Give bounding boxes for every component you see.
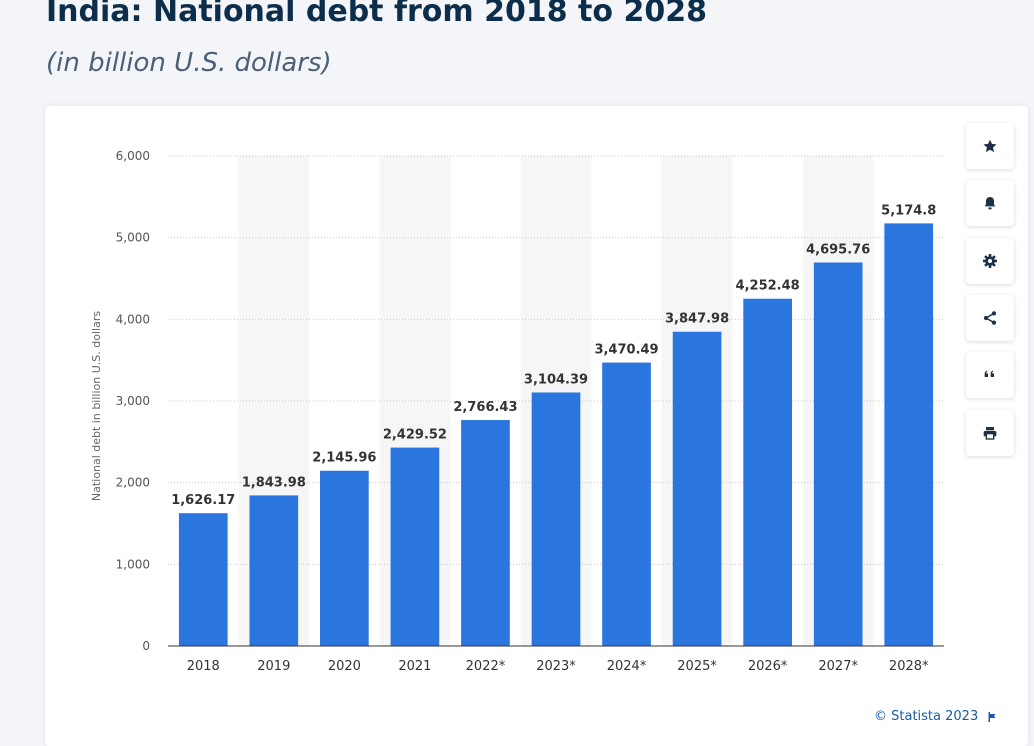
y-tick-label: 3,000 xyxy=(116,394,150,408)
data-label: 2,429.52 xyxy=(383,428,447,443)
bar[interactable] xyxy=(178,513,228,646)
bar[interactable] xyxy=(602,362,651,646)
x-tick-label: 2019 xyxy=(257,659,290,674)
y-tick-label: 6,000 xyxy=(116,149,150,163)
x-tick-label: 2022* xyxy=(466,659,506,674)
data-label: 3,470.49 xyxy=(594,343,658,358)
data-label: 4,695.76 xyxy=(806,243,870,258)
bar[interactable] xyxy=(249,495,299,646)
share-icon xyxy=(983,311,997,325)
data-label: 5,174.8 xyxy=(881,203,936,218)
data-label: 3,104.39 xyxy=(524,372,588,387)
bar[interactable] xyxy=(531,392,581,646)
share-button[interactable] xyxy=(966,295,1014,341)
star-icon xyxy=(983,139,997,153)
data-label: 2,145.96 xyxy=(312,451,376,466)
x-tick-label: 2021 xyxy=(398,659,431,674)
y-tick-label: 1,000 xyxy=(116,557,150,571)
flag-icon xyxy=(988,711,996,722)
x-tick-label: 2026* xyxy=(748,659,788,674)
y-tick-label: 4,000 xyxy=(116,312,150,326)
x-tick-label: 2018 xyxy=(187,659,220,674)
y-tick-label: 5,000 xyxy=(116,231,150,245)
gear-icon xyxy=(983,254,997,268)
x-tick-label: 2025* xyxy=(677,659,717,674)
y-axis-title: National debt in billion U.S. dollars xyxy=(90,311,103,501)
print-icon xyxy=(983,427,997,440)
x-tick-label: 2023* xyxy=(536,659,576,674)
credit-text: © Statista 2023 xyxy=(874,709,979,724)
bar[interactable] xyxy=(390,447,440,646)
page-subtitle: (in billion U.S. dollars) xyxy=(46,48,332,78)
quote-icon xyxy=(984,370,994,377)
data-label: 1,626.17 xyxy=(171,493,235,508)
x-tick-label: 2028* xyxy=(889,659,929,674)
bell-icon xyxy=(984,197,996,210)
settings-button[interactable] xyxy=(966,238,1014,284)
bar[interactable] xyxy=(672,331,722,646)
bar[interactable] xyxy=(884,223,934,646)
bar[interactable] xyxy=(320,470,369,646)
bar[interactable] xyxy=(743,298,792,646)
data-label: 4,252.48 xyxy=(736,279,800,294)
y-tick-label: 0 xyxy=(142,639,150,653)
x-tick-label: 2024* xyxy=(607,659,647,674)
data-label: 1,843.98 xyxy=(242,475,306,490)
data-label: 2,766.43 xyxy=(453,400,517,415)
chart-card: 0 1,000 2,000 3,000 4,000 5,000 6,000 National … xyxy=(45,106,1028,746)
data-label: 3,847.98 xyxy=(665,312,729,327)
x-tick-label: 2020 xyxy=(328,659,361,674)
y-tick-label: 2,000 xyxy=(116,476,150,490)
page-title: India: National debt from 2018 to 2028 xyxy=(46,0,707,29)
bar[interactable] xyxy=(461,420,510,646)
favorite-button[interactable] xyxy=(966,123,1014,169)
notification-button[interactable] xyxy=(966,180,1014,226)
cite-button[interactable] xyxy=(966,352,1014,398)
x-tick-label: 2027* xyxy=(818,659,858,674)
bar-chart: 0 1,000 2,000 3,000 4,000 5,000 6,000 National … xyxy=(90,149,944,674)
bar[interactable] xyxy=(813,262,863,646)
print-button[interactable] xyxy=(966,410,1014,456)
statista-credit-link[interactable]: © Statista 2023 xyxy=(874,709,998,724)
